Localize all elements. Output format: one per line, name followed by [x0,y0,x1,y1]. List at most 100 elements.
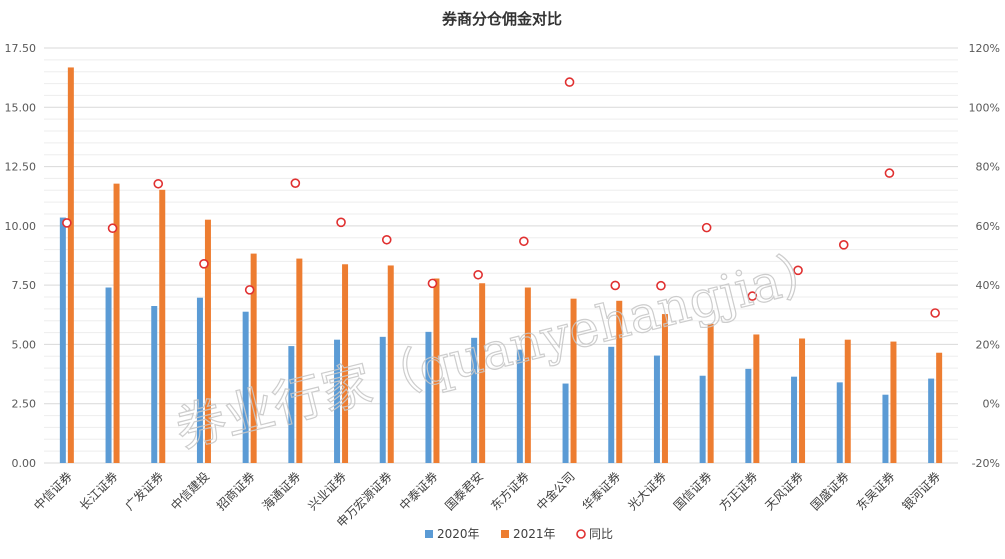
bar-series [59,67,943,464]
bar-2021 [570,298,577,463]
right-axis-ticks: -20% 0% 20% 40% 60% 80% 100% 120% [969,42,1000,470]
yoy-marker [244,285,255,295]
left-tick-label: 7.50 [12,279,37,292]
gridlines [44,47,958,464]
bar-2021 [479,283,486,463]
yoy-marker [199,258,209,269]
bar-2021 [387,265,394,463]
bar-2021 [844,339,851,463]
bar-2021 [250,253,257,463]
bar-2021 [799,338,806,463]
right-tick-label: 80% [976,161,1000,174]
bar-2020 [59,217,66,463]
yoy-marker [747,291,758,301]
left-tick-label: 12.50 [5,161,37,174]
category-label: 银河证券 [899,469,944,514]
bar-2020 [151,306,158,463]
bar-2020 [791,376,798,463]
yoy-marker [519,236,529,247]
bar-2020 [745,368,752,463]
chart-title: 券商分仓佣金对比 [442,10,562,28]
yoy-marker [884,168,895,178]
legend-label: 2020年 [437,527,480,541]
bar-2021 [159,189,166,463]
yoy-marker [473,269,483,280]
bar-2020 [105,287,112,463]
bar-2020 [196,297,203,463]
bar-2021 [204,219,211,463]
right-tick-label: 60% [976,220,1000,233]
bar-2020 [471,337,478,463]
yoy-marker [153,178,164,189]
category-label: 东方证券 [487,469,532,514]
category-label: 光大证券 [625,469,670,514]
right-tick-label: 0% [983,398,1000,411]
bar-2021 [616,300,623,463]
category-label: 东吴证券 [853,469,898,514]
bar-2021 [661,314,668,463]
right-tick-label: 40% [976,279,1000,292]
bar-2020 [288,346,295,463]
bar-2021 [433,278,440,463]
category-label: 兴业证券 [305,469,350,514]
legend-label: 2021年 [513,527,556,541]
right-tick-label: 120% [969,42,1000,55]
bar-2020 [653,355,660,463]
yoy-marker [793,265,803,276]
yoy-marker [107,223,118,234]
yoy-markers [62,77,940,318]
category-label: 海通证券 [259,469,304,514]
legend-swatch [501,530,509,538]
right-tick-label: 20% [976,338,1000,351]
yoy-marker [62,218,72,228]
category-label: 天风证券 [762,469,807,514]
category-label: 华泰证券 [579,469,624,514]
yoy-marker [930,308,940,318]
bar-2020 [334,339,341,463]
category-label: 长江证券 [76,469,121,514]
category-label: 广发证券 [122,469,167,514]
bar-2020 [242,311,249,463]
left-tick-label: 5.00 [12,338,37,351]
category-label: 中金公司 [533,469,578,514]
bar-2021 [342,264,349,463]
yoy-marker [564,77,575,87]
yoy-marker [427,278,438,289]
bar-2021 [67,67,74,464]
left-tick-label: 10.00 [5,220,37,233]
yoy-marker [381,234,392,245]
bar-2021 [296,258,303,463]
category-label: 中泰证券 [396,469,441,514]
yoy-marker [656,280,666,291]
bar-2020 [379,336,386,463]
bar-2021 [524,287,531,463]
bar-2020 [882,394,889,463]
yoy-marker [838,240,849,250]
bar-2021 [113,183,120,463]
yoy-marker [701,222,712,233]
legend-label: 同比 [589,527,613,541]
yoy-marker [336,217,346,228]
bar-2021 [707,323,714,463]
category-label: 国信证券 [670,469,715,514]
bar-2020 [928,378,935,463]
left-axis-ticks: 0.00 2.50 5.00 7.50 10.00 12.50 15.00 17.50 [5,42,37,470]
bar-2021 [753,334,760,463]
left-tick-label: 0.00 [12,457,37,470]
legend: 2020年 2021年 同比 [425,527,613,541]
left-tick-label: 17.50 [5,42,37,55]
right-tick-label: -20% [972,457,1000,470]
left-tick-label: 15.00 [5,101,37,114]
bar-2020 [516,349,523,463]
bar-2021 [890,341,897,463]
category-label: 招商证券 [213,469,258,514]
category-label: 中信建投 [168,469,213,514]
bar-2020 [562,383,569,463]
yoy-marker [290,178,301,188]
category-label: 方正证券 [716,469,761,514]
left-tick-label: 2.50 [12,398,37,411]
category-label: 国泰君安 [442,469,487,514]
legend-swatch-yoy [576,529,586,539]
